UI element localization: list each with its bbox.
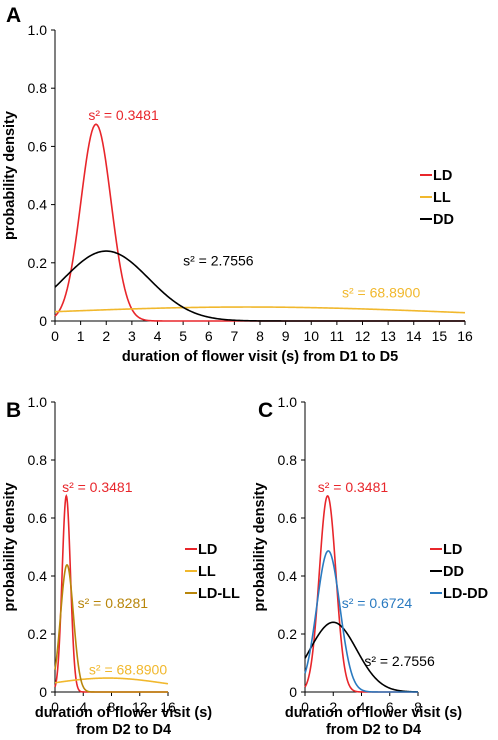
- series-line-ll: [54, 677, 169, 685]
- y-tick-label: 0.6: [28, 510, 48, 526]
- y-axis-label: probability density: [2, 483, 18, 612]
- x-tick-label: 9: [282, 328, 290, 344]
- y-tick-label: 0.4: [28, 197, 48, 213]
- y-tick-label: 1.0: [278, 394, 298, 410]
- x-tick-label: 16: [160, 699, 176, 715]
- panel-label: A: [6, 4, 21, 27]
- x-axis-label: from D2 to D4: [326, 722, 421, 738]
- y-axis-label: probability density: [252, 483, 268, 612]
- variance-annotation: s² = 2.7556: [364, 653, 435, 669]
- series-line-ld-dd: [304, 550, 418, 693]
- x-tick-label: 6: [205, 328, 213, 344]
- x-tick-label: 7: [230, 328, 238, 344]
- x-tick-label: 11: [330, 328, 345, 344]
- variance-annotation: s² = 0.6724: [342, 595, 413, 611]
- x-tick-label: 2: [329, 699, 337, 715]
- y-tick-label: 0.4: [278, 568, 298, 584]
- x-tick-label: 6: [386, 699, 394, 715]
- variance-annotation: s² = 0.3481: [88, 107, 159, 123]
- y-tick-label: 1.0: [28, 394, 48, 410]
- x-tick-label: 4: [79, 699, 87, 715]
- variance-annotation: s² = 68.8900: [89, 662, 167, 678]
- x-axis-label: duration of flower visit (s): [35, 705, 212, 721]
- legend-label-ld-ll: LD-LL: [198, 586, 240, 602]
- y-tick-label: 0: [289, 684, 297, 700]
- x-tick-label: 12: [355, 328, 371, 344]
- x-tick-label: 8: [414, 699, 422, 715]
- legend-label-ld: LD: [433, 168, 452, 184]
- series-line-dd: [54, 250, 465, 322]
- legend-label-ld: LD: [198, 542, 217, 558]
- x-tick-label: 15: [432, 328, 448, 344]
- series-line-ld-ll: [54, 563, 168, 693]
- x-tick-label: 2: [102, 328, 110, 344]
- x-tick-label: 4: [358, 699, 366, 715]
- x-tick-label: 8: [256, 328, 264, 344]
- variance-annotation: s² = 0.3481: [62, 479, 133, 495]
- legend-label-dd: DD: [443, 564, 464, 580]
- panel-A: A00.20.40.60.81.00 1 2 3 4 5 6 7 8 9 10 11 12 13 14 15 1…: [2, 4, 473, 365]
- x-tick-label: 1: [77, 328, 85, 344]
- series-line-ll: [54, 306, 466, 314]
- y-tick-label: 0.2: [28, 255, 48, 271]
- x-tick-label: 16: [457, 328, 473, 344]
- variance-annotation: s² = 0.3481: [318, 479, 389, 495]
- y-tick-label: 0.6: [278, 510, 298, 526]
- x-tick-label: 4: [154, 328, 162, 344]
- x-tick-label: 3: [128, 328, 136, 344]
- y-tick-label: 0: [39, 313, 47, 329]
- x-tick-label: 10: [303, 328, 319, 344]
- legend-label-ld-dd: LD-DD: [443, 586, 488, 602]
- y-axis-label: probability density: [2, 111, 18, 240]
- x-axis-label: duration of flower visit (s): [285, 705, 462, 721]
- y-tick-label: 0.8: [28, 452, 48, 468]
- panel-label: B: [6, 399, 21, 422]
- y-tick-label: 0.4: [28, 568, 48, 584]
- legend-label-dd: DD: [433, 212, 454, 228]
- panel-label: C: [258, 399, 273, 422]
- y-tick-label: 1.0: [28, 22, 48, 38]
- y-tick-label: 0.6: [28, 138, 48, 154]
- legend-label-ll: LL: [433, 190, 451, 206]
- y-tick-label: 0: [39, 684, 47, 700]
- y-tick-label: 0.8: [278, 452, 298, 468]
- y-tick-label: 0.2: [278, 626, 298, 642]
- y-tick-label: 0.8: [28, 80, 48, 96]
- x-tick-label: 13: [380, 328, 396, 344]
- x-tick-label: 14: [406, 328, 422, 344]
- y-tick-label: 0.2: [28, 626, 48, 642]
- x-tick-label: 0: [301, 699, 309, 715]
- x-tick-label: 0: [51, 328, 59, 344]
- x-tick-label: 12: [132, 699, 148, 715]
- variance-annotation: s² = 0.8281: [78, 595, 149, 611]
- x-axis-label: from D2 to D4: [76, 722, 171, 738]
- legend-label-ld: LD: [443, 542, 462, 558]
- legend-label-ll: LL: [198, 564, 216, 580]
- variance-annotation: s² = 2.7556: [183, 253, 254, 269]
- series-line-dd: [304, 621, 419, 693]
- x-tick-label: 8: [108, 699, 116, 715]
- variance-annotation: s² = 68.8900: [342, 285, 420, 301]
- x-tick-label: 5: [179, 328, 187, 344]
- x-tick-label: 0: [51, 699, 59, 715]
- x-axis-label: duration of flower visit (s) from D1 to …: [122, 349, 398, 365]
